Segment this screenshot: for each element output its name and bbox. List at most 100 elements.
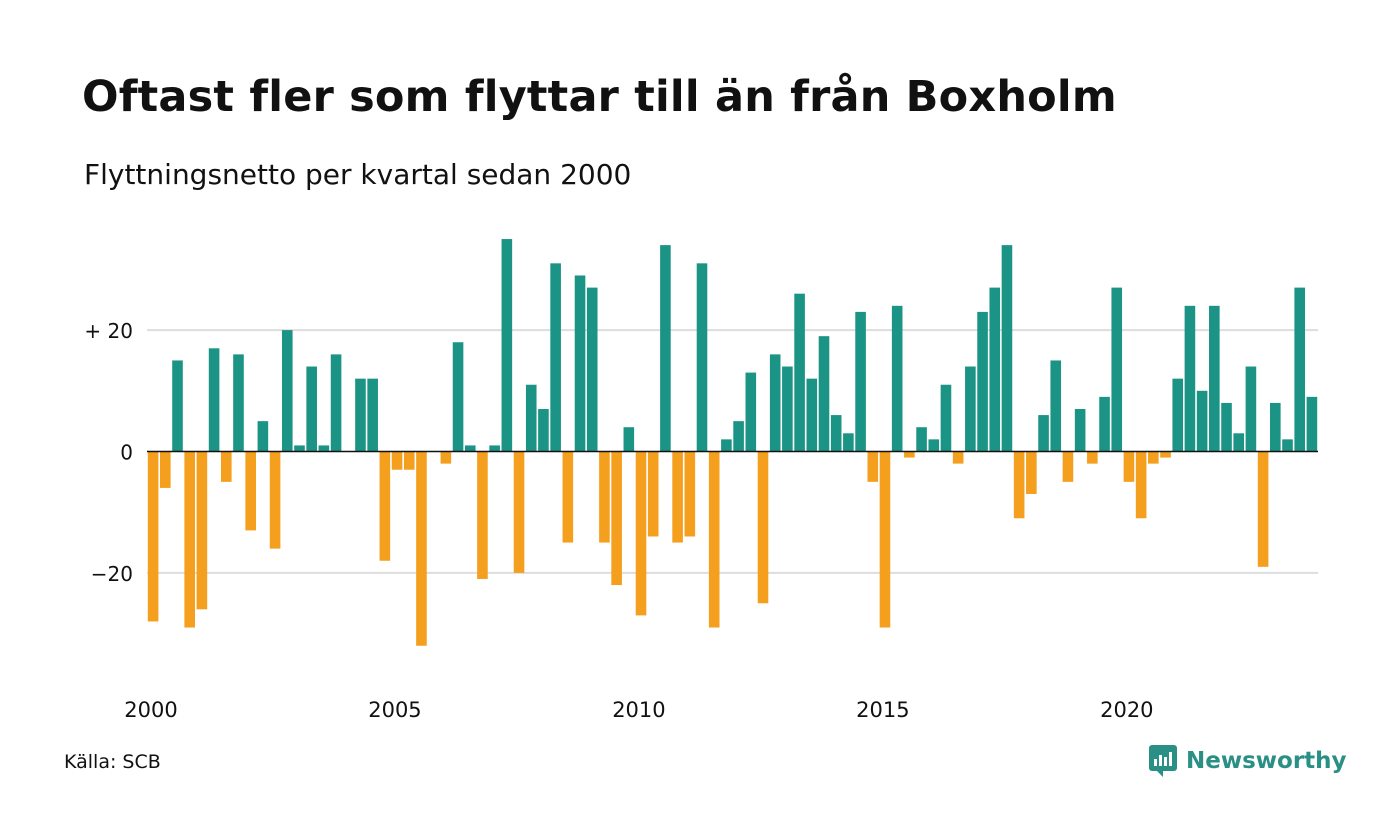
axes: + 20 0 −20 2000 2005 2010 2015 2020 xyxy=(84,319,1318,722)
bar xyxy=(1160,451,1171,458)
bar xyxy=(599,451,610,543)
bar xyxy=(147,451,159,622)
bar xyxy=(281,330,293,452)
bar xyxy=(172,360,183,452)
bar xyxy=(245,451,256,531)
bar xyxy=(1111,287,1123,452)
bar xyxy=(562,451,574,543)
bar xyxy=(220,451,232,482)
bar xyxy=(379,451,391,561)
bar xyxy=(965,366,976,452)
bar xyxy=(452,342,464,452)
x-tick-label: 2010 xyxy=(612,698,665,722)
bar xyxy=(1074,409,1086,452)
bar xyxy=(391,451,403,470)
bar xyxy=(1270,402,1281,452)
gridlines xyxy=(147,329,1318,574)
bar xyxy=(586,287,598,452)
x-tick-label: 2005 xyxy=(368,698,421,722)
bar xyxy=(208,348,220,452)
brand-name: Newsworthy xyxy=(1186,748,1347,774)
bar xyxy=(477,451,488,579)
bar xyxy=(867,451,879,482)
bar xyxy=(769,354,781,452)
bar xyxy=(1087,451,1098,464)
bar xyxy=(355,378,366,452)
bar xyxy=(1257,451,1269,567)
bar xyxy=(1001,245,1013,452)
bar xyxy=(416,451,427,646)
bar xyxy=(721,439,732,452)
bar xyxy=(1294,287,1305,452)
chart-title: Oftast fler som flyttar till än från Box… xyxy=(82,72,1117,122)
source-note: Källa: SCB xyxy=(64,751,161,773)
bar xyxy=(1172,378,1184,452)
bar xyxy=(1282,439,1293,452)
bar xyxy=(367,378,378,452)
bar xyxy=(696,263,708,452)
bar xyxy=(538,409,549,452)
bar xyxy=(940,384,952,452)
bar xyxy=(745,372,757,452)
bar xyxy=(1245,366,1257,452)
bar xyxy=(708,451,720,628)
bar xyxy=(294,445,305,452)
bar xyxy=(818,336,830,452)
bars xyxy=(147,239,1318,646)
bar xyxy=(513,451,525,573)
bar xyxy=(501,239,513,452)
bar xyxy=(330,354,342,452)
x-tick-label: 2000 xyxy=(124,698,177,722)
bar xyxy=(440,451,452,464)
bar xyxy=(733,421,744,452)
y-tick-label: 0 xyxy=(120,441,133,465)
bar xyxy=(989,287,1001,452)
bar xyxy=(525,384,537,452)
bar xyxy=(855,311,866,452)
bar xyxy=(684,451,696,537)
bar xyxy=(611,451,622,586)
bar xyxy=(1026,451,1037,494)
x-tick-label: 2020 xyxy=(1100,698,1153,722)
newsworthy-logo-icon xyxy=(1149,745,1177,777)
bar xyxy=(184,451,195,628)
bar xyxy=(916,427,927,452)
bar xyxy=(782,366,793,452)
bar xyxy=(489,445,500,452)
bar xyxy=(891,305,903,452)
bar xyxy=(574,275,586,452)
bar xyxy=(1148,451,1159,464)
chart-subtitle: Flyttningsnetto per kvartal sedan 2000 xyxy=(84,158,632,191)
bar xyxy=(830,415,842,452)
bar xyxy=(550,263,561,452)
bar xyxy=(904,451,915,458)
bar xyxy=(269,451,281,549)
bar xyxy=(233,354,244,452)
x-tick-label: 2015 xyxy=(856,698,909,722)
bar xyxy=(257,421,269,452)
bar xyxy=(1306,396,1318,452)
bar xyxy=(160,451,171,488)
bar xyxy=(623,427,635,452)
brand[interactable]: Newsworthy xyxy=(1148,744,1347,778)
bar xyxy=(1099,396,1110,452)
bar xyxy=(672,451,683,543)
bar xyxy=(318,445,330,452)
bar xyxy=(1050,360,1062,452)
bar xyxy=(403,451,415,470)
bar xyxy=(1123,451,1135,482)
bar xyxy=(1221,402,1232,452)
bar xyxy=(952,451,964,464)
y-tick-label: −20 xyxy=(91,562,133,586)
bar xyxy=(1184,305,1196,452)
bar xyxy=(1038,415,1049,452)
bar xyxy=(196,451,208,610)
bar xyxy=(1209,305,1220,452)
bar xyxy=(806,378,818,452)
bar xyxy=(794,293,805,452)
bar xyxy=(1135,451,1147,519)
bar xyxy=(879,451,891,628)
bar xyxy=(1062,451,1074,482)
bar xyxy=(977,311,988,452)
